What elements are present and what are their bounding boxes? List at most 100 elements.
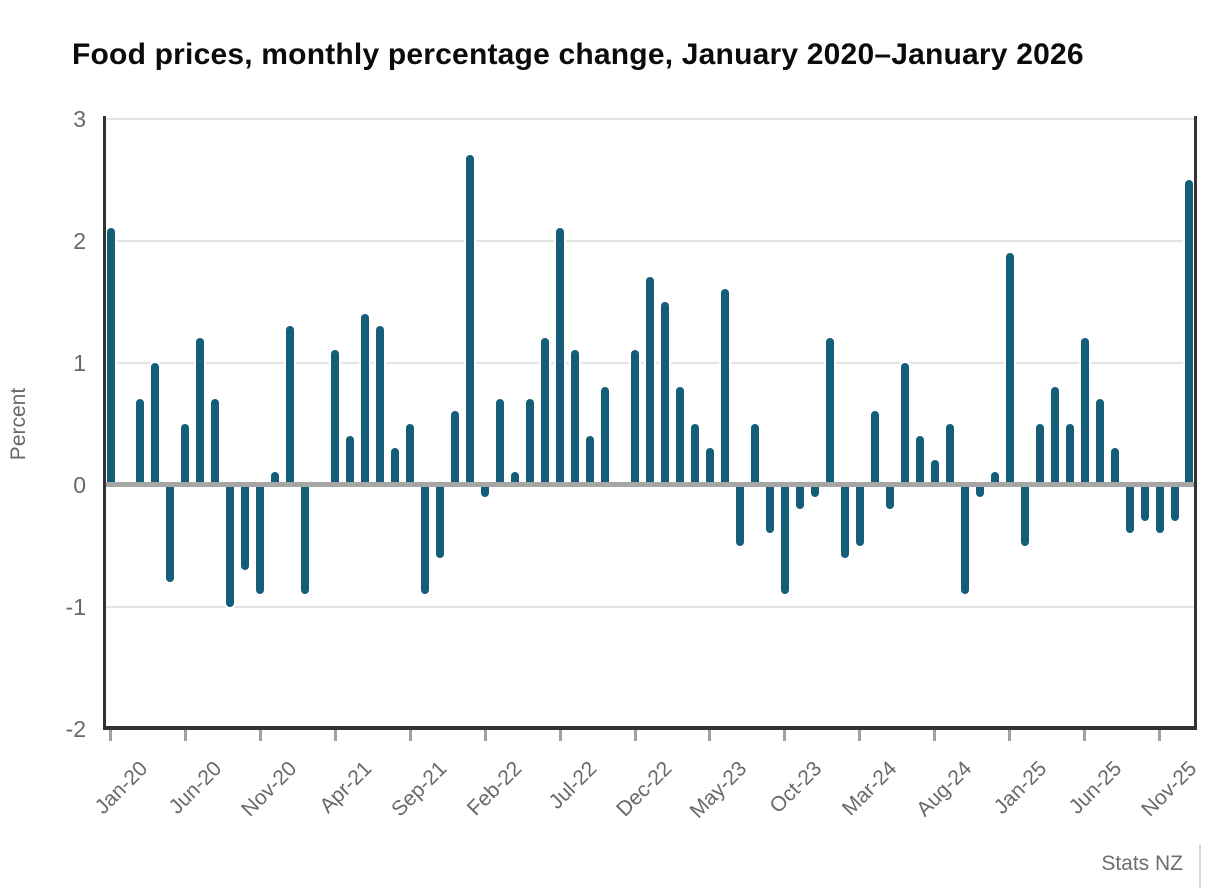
bar-Apr-23 — [690, 423, 699, 487]
right-axis-line — [1194, 116, 1197, 730]
bar-Oct-20 — [241, 482, 250, 570]
bar-May-24 — [885, 482, 894, 509]
bar-Feb-23 — [660, 301, 669, 487]
bar-Nov-24 — [975, 482, 984, 497]
bar-Sep-24 — [945, 423, 954, 487]
x-tick-mark — [1008, 729, 1012, 741]
y-tick-label: -1 — [65, 593, 86, 620]
bar-Mar-23 — [675, 386, 684, 487]
bar-Jun-24 — [900, 362, 909, 487]
y-tick-label: 0 — [73, 471, 86, 498]
bar-Jun-21 — [361, 313, 370, 487]
x-tick-mark — [183, 729, 187, 741]
bar-Feb-21 — [301, 482, 310, 595]
bar-Aug-25 — [1110, 447, 1119, 487]
x-tick-mark — [633, 729, 637, 741]
y-axis-title: Percent — [7, 387, 30, 461]
bar-Dec-24 — [990, 472, 999, 487]
bar-Dec-22 — [631, 350, 639, 487]
bar-Jun-20 — [181, 423, 190, 487]
bar-Dec-25 — [1170, 482, 1179, 522]
source-divider — [1199, 845, 1201, 888]
bar-Jun-25 — [1080, 338, 1089, 487]
y-axis-line — [103, 116, 106, 730]
y-tick-label: 2 — [73, 227, 86, 254]
bar-Jul-20 — [196, 338, 205, 487]
x-tick-mark — [933, 729, 937, 741]
x-tick-mark — [408, 729, 412, 741]
bar-Apr-24 — [870, 411, 879, 487]
bar-Sep-21 — [406, 423, 415, 487]
bar-Nov-21 — [436, 482, 445, 558]
bar-Jul-21 — [376, 325, 385, 487]
bar-Dec-23 — [810, 482, 819, 497]
bar-Aug-23 — [750, 423, 759, 487]
chart-title: Food prices, monthly percentage change, … — [72, 38, 1084, 71]
bar-Jan-25 — [1005, 252, 1014, 487]
bar-Mar-20 — [136, 399, 145, 487]
bar-Mar-25 — [1035, 423, 1044, 487]
bar-Apr-22 — [511, 472, 520, 487]
bar-Feb-22 — [481, 482, 490, 497]
x-tick-mark — [708, 729, 712, 741]
bar-Oct-25 — [1140, 482, 1149, 522]
bar-Dec-20 — [271, 472, 280, 487]
x-tick-mark — [558, 729, 562, 741]
x-tick-mark — [109, 729, 112, 741]
bar-Apr-20 — [151, 362, 160, 487]
bar-Apr-21 — [331, 350, 340, 487]
bar-Sep-22 — [586, 435, 595, 487]
bar-Jun-22 — [541, 338, 550, 487]
source-attribution: Stats NZ — [1101, 852, 1183, 875]
y-tick-label: -2 — [65, 715, 86, 742]
bar-Jan-21 — [286, 325, 295, 487]
y-tick-label: 1 — [73, 349, 86, 376]
y-tick-label: 3 — [73, 105, 86, 132]
bar-Jul-24 — [915, 435, 924, 487]
gridline-y2 — [106, 239, 1194, 242]
bar-Oct-22 — [601, 386, 610, 487]
bar-May-20 — [166, 482, 175, 583]
bar-Sep-25 — [1125, 482, 1134, 534]
bar-Sep-20 — [226, 482, 235, 607]
gridline-y3 — [106, 117, 1194, 120]
bar-Oct-21 — [421, 482, 430, 595]
bar-Jul-22 — [556, 228, 565, 487]
bar-Jan-20 — [106, 228, 115, 487]
bar-May-22 — [526, 399, 535, 487]
bar-Aug-20 — [211, 399, 220, 487]
bar-Oct-24 — [960, 482, 969, 595]
bar-Aug-24 — [930, 460, 939, 487]
bar-Nov-20 — [256, 482, 265, 595]
x-tick-mark — [783, 729, 787, 741]
bar-Apr-25 — [1050, 386, 1059, 487]
bar-Mar-24 — [855, 482, 864, 546]
gridline-y-1 — [106, 605, 1194, 608]
bar-Jul-23 — [735, 482, 744, 546]
bar-Mar-22 — [496, 399, 505, 487]
bar-Dec-21 — [451, 411, 460, 487]
x-axis-line — [103, 726, 1197, 730]
bar-Jun-23 — [720, 289, 729, 487]
bar-Feb-25 — [1020, 482, 1029, 546]
x-tick-mark — [1158, 729, 1162, 741]
bar-May-23 — [705, 447, 714, 487]
bar-Feb-24 — [840, 482, 849, 558]
bar-Nov-25 — [1155, 482, 1164, 534]
bar-May-25 — [1065, 423, 1074, 487]
x-tick-mark — [1083, 729, 1087, 741]
bar-Sep-23 — [765, 482, 774, 534]
zero-baseline — [103, 482, 1197, 487]
bar-Jan-22 — [466, 155, 475, 487]
bar-Nov-23 — [795, 482, 804, 509]
bar-Aug-21 — [391, 447, 400, 487]
bar-Aug-22 — [571, 350, 580, 487]
x-tick-mark — [483, 729, 487, 741]
x-tick-mark — [333, 729, 337, 741]
bar-Jan-24 — [825, 338, 834, 487]
bar-May-21 — [346, 435, 355, 487]
x-tick-mark — [258, 729, 262, 741]
x-tick-mark — [858, 729, 862, 741]
bar-Jul-25 — [1095, 399, 1104, 487]
